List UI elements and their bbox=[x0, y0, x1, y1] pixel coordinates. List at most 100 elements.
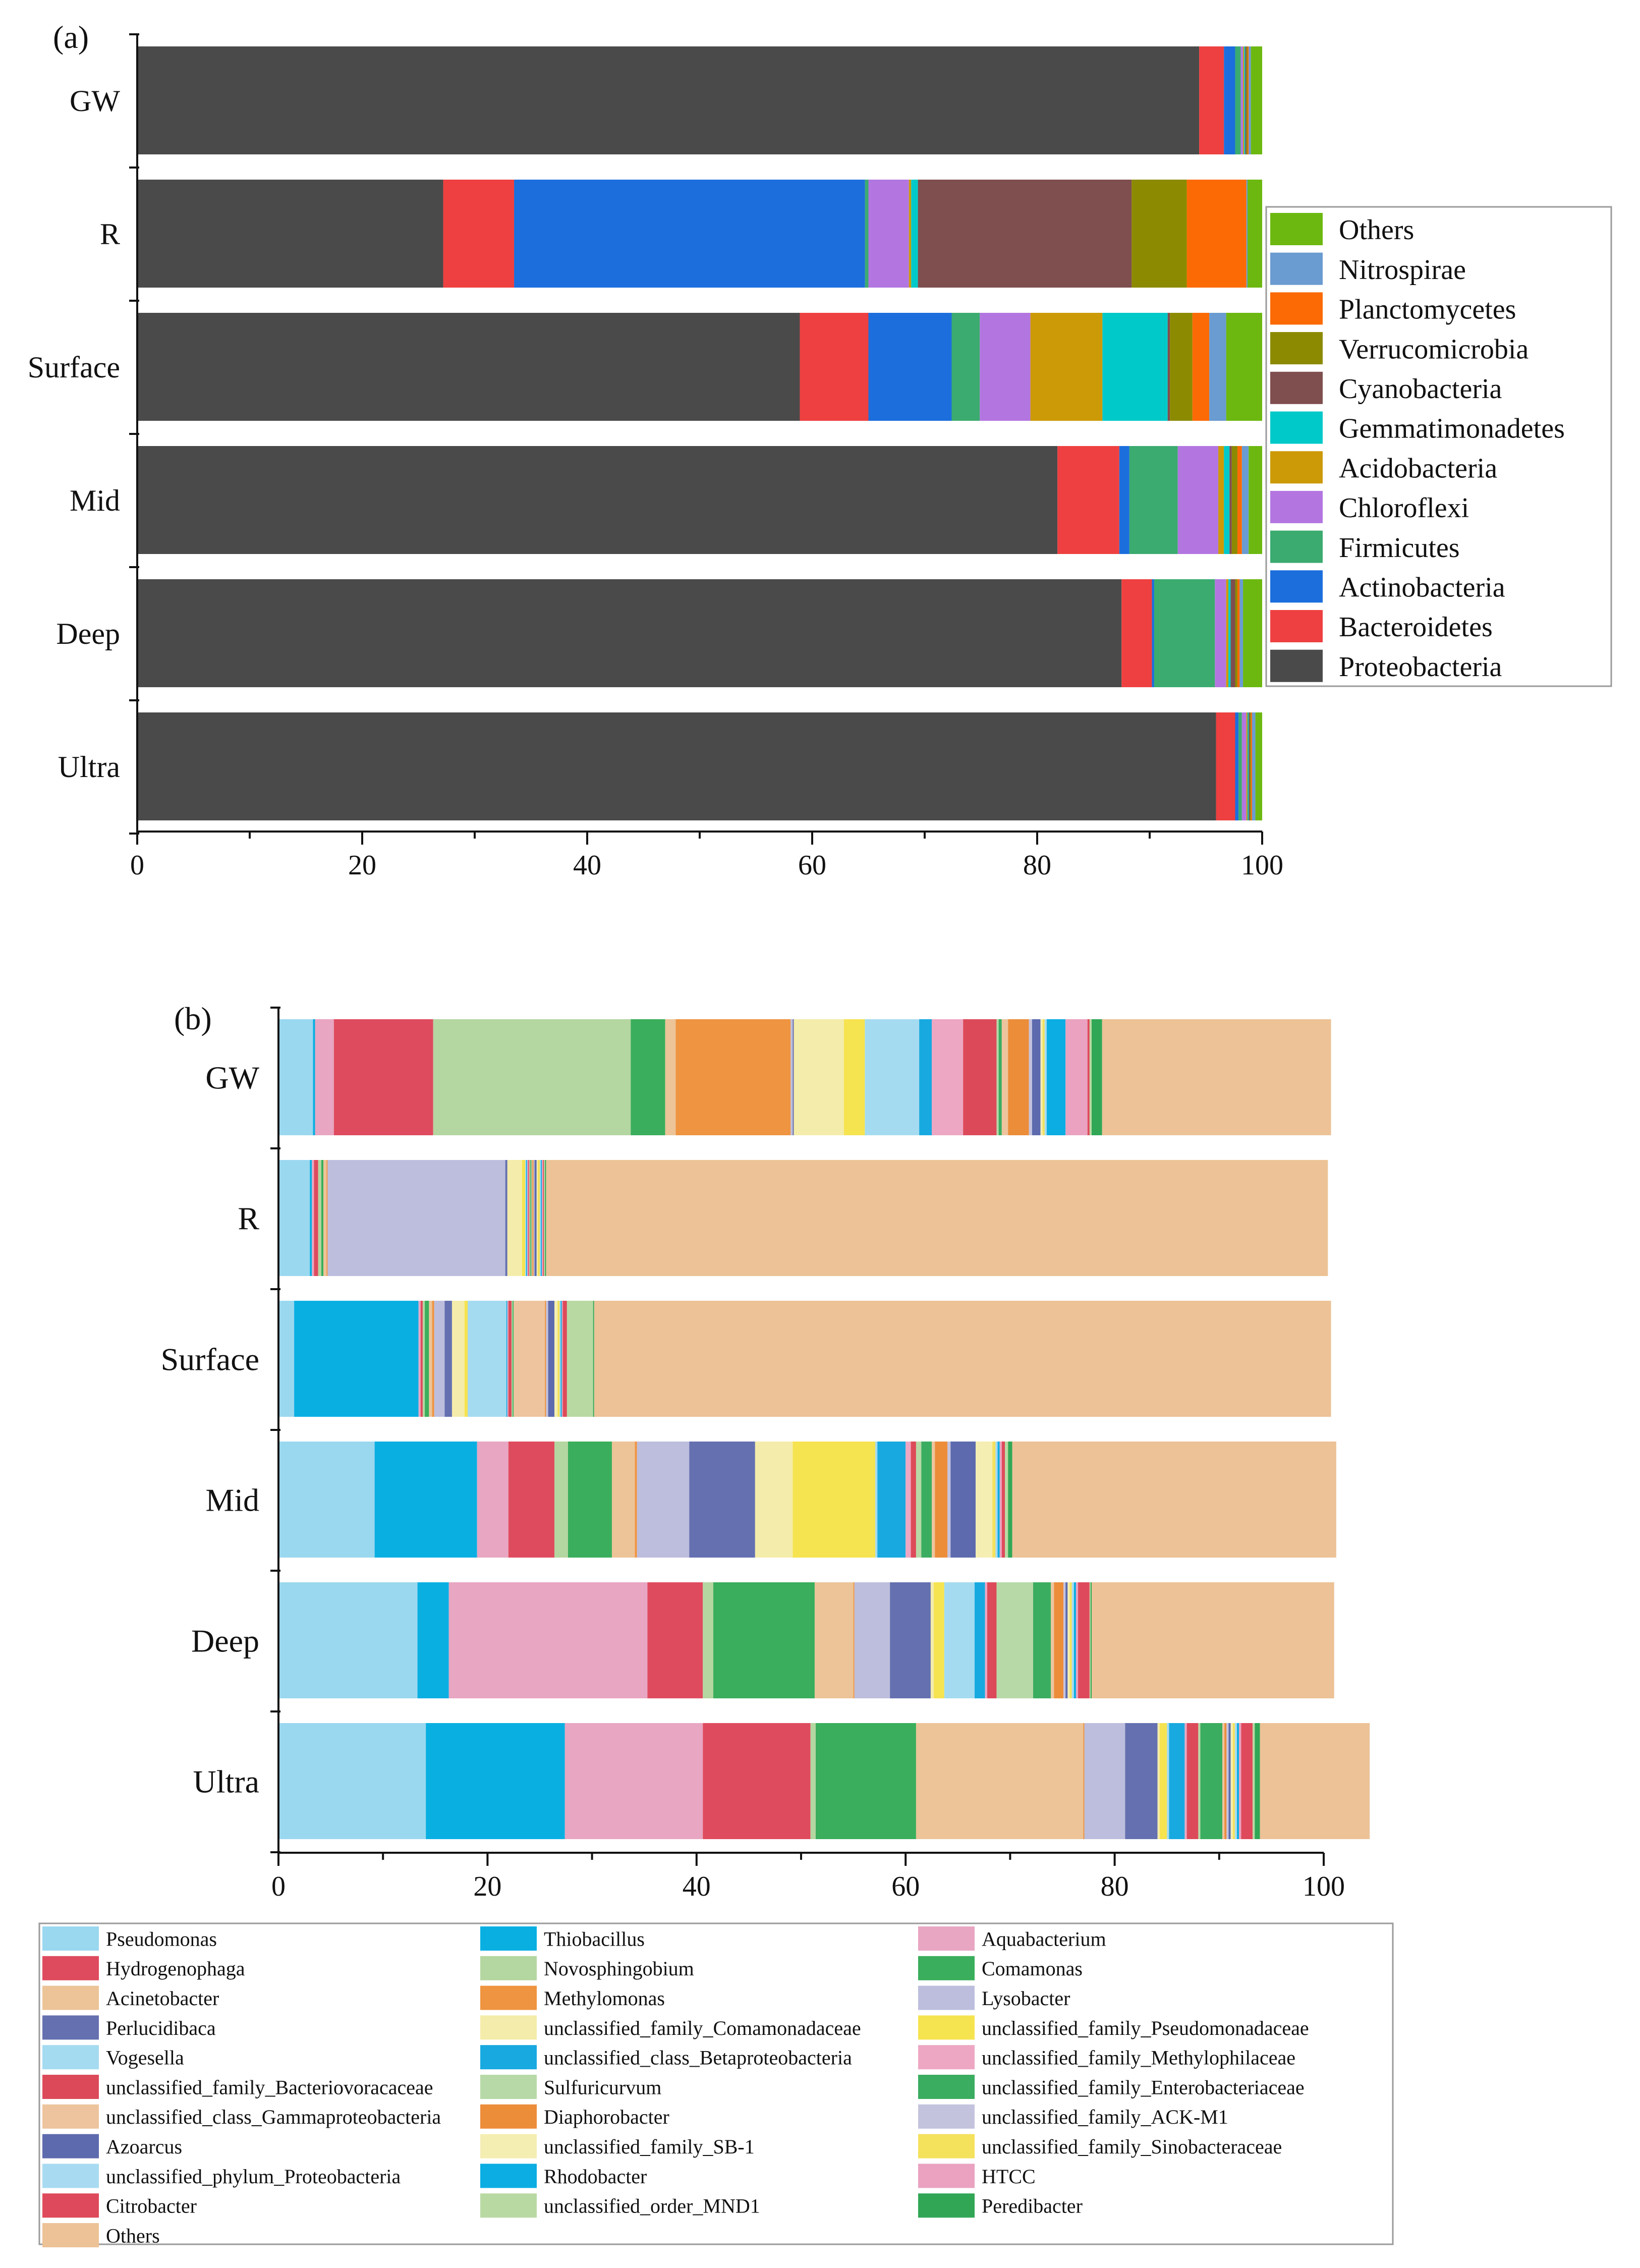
chart-1-bar-deep-unclassified-family-pseudomonadaceae bbox=[934, 1582, 944, 1698]
chart-0-legend-swatch-proteobacteria bbox=[1270, 649, 1323, 682]
chart-1-legend-swatch-hydrogenophaga bbox=[42, 1956, 99, 1980]
chart-1-legend-swatch-unclassified-family-methylophilaceae bbox=[918, 2045, 975, 2070]
chart-0-legend-swatch-acidobacteria bbox=[1270, 451, 1323, 484]
chart-1-bar-deep-unclassified-class-gammaproteobacteria bbox=[1051, 1582, 1054, 1698]
chart-1-bar-mid-unclassified-family-sinobacteraceae bbox=[992, 1442, 996, 1558]
chart-0-category-label-deep: Deep bbox=[56, 617, 120, 650]
chart-1-bar-surface-unclassified-family-methylophilaceae bbox=[507, 1301, 508, 1417]
chart-0-bar-mid-firmicutes bbox=[1129, 446, 1178, 554]
chart-0-legend-label-bacteroidetes: Bacteroidetes bbox=[1339, 612, 1493, 643]
chart-0-legend-label-others: Others bbox=[1339, 214, 1414, 246]
chart-1-bar-mid-unclassified-family-sb-1 bbox=[976, 1442, 993, 1558]
chart-1-bar-ultra-unclassified-family-methylophilaceae bbox=[1184, 1723, 1187, 1839]
chart-1-bar-r-unclassified-family-sinobacteraceae bbox=[537, 1160, 540, 1276]
chart-0-bar-gw-nitrospirae bbox=[1249, 46, 1251, 154]
chart-1-bar-r-lysobacter bbox=[327, 1160, 505, 1276]
chart-0-bar-mid-chloroflexi bbox=[1177, 446, 1219, 554]
chart-1-bar-r-sulfuricurvum bbox=[529, 1160, 531, 1276]
chart-1-bar-gw-peredibacter bbox=[1092, 1019, 1102, 1135]
chart-0-legend-swatch-bacteroidetes bbox=[1270, 610, 1323, 642]
chart-1-bar-mid-unclassified-family-ack-m1 bbox=[947, 1442, 951, 1558]
chart-1-bar-ultra-azoarcus bbox=[1228, 1723, 1231, 1839]
chart-1-bar-deep-acinetobacter bbox=[814, 1582, 854, 1698]
chart-1-bar-surface-unclassified-family-pseudomonadaceae bbox=[464, 1301, 468, 1417]
chart-1-bar-mid-perlucidibaca bbox=[689, 1442, 755, 1558]
chart-1-bar-r-rhodobacter bbox=[541, 1160, 542, 1276]
chart-1-bar-mid-methylomonas bbox=[635, 1442, 637, 1558]
chart-0-legend-swatch-firmicutes bbox=[1270, 530, 1323, 563]
chart-1-bar-mid-unclassified-class-betaproteobacteria bbox=[877, 1442, 906, 1558]
chart-1-legend-swatch-unclassified-order-mnd1 bbox=[480, 2193, 537, 2218]
chart-0-legend-swatch-gemmatimonadetes bbox=[1270, 411, 1323, 444]
chart-1-bar-ultra-novosphingobium bbox=[810, 1723, 816, 1839]
chart-1-bar-gw-acinetobacter bbox=[665, 1019, 676, 1135]
chart-1-bar-ultra-pseudomonas bbox=[278, 1723, 426, 1839]
chart-1-bar-mid-unclassified-family-methylophilaceae bbox=[906, 1442, 911, 1558]
chart-1-bar-ultra-unclassified-family-sinobacteraceae bbox=[1232, 1723, 1235, 1839]
chart-0-bar-ultra-planctomycetes bbox=[1251, 712, 1252, 820]
chart-1-legend-label-diaphorobacter: Diaphorobacter bbox=[544, 2106, 669, 2128]
chart-1-bar-ultra-peredibacter bbox=[1255, 1723, 1260, 1839]
chart-1-bar-r-hydrogenophaga bbox=[314, 1160, 318, 1276]
chart-1-legend-swatch-pseudomonas bbox=[42, 1926, 99, 1951]
chart-1-bar-mid-lysobacter bbox=[637, 1442, 690, 1558]
chart-1-bar-r-unclassified-phylum-proteobacteria bbox=[540, 1160, 541, 1276]
chart-0-legend-label-planctomycetes: Planctomycetes bbox=[1339, 294, 1516, 325]
chart-1-legend-swatch-thiobacillus bbox=[480, 1926, 537, 1951]
chart-1-bar-r-unclassified-order-mnd1 bbox=[544, 1160, 545, 1276]
chart-0-bar-mid-cyanobacteria bbox=[1229, 446, 1232, 554]
chart-0-bar-mid-nitrospirae bbox=[1241, 446, 1249, 554]
chart-1-bar-r-comamonas bbox=[321, 1160, 324, 1276]
chart-1-bar-gw-unclassified-class-betaproteobacteria bbox=[919, 1019, 932, 1135]
chart-1-bar-surface-diaphorobacter bbox=[545, 1301, 546, 1417]
chart-0-legend-swatch-nitrospirae bbox=[1270, 252, 1323, 285]
chart-1-bar-r-unclassified-class-gammaproteobacteria bbox=[531, 1160, 533, 1276]
panel-a: (a) GW R Surface Mid Deep Ultra 0 20 40 60 80 100 O… bbox=[28, 19, 1612, 881]
chart-1-bar-ultra-unclassified-family-pseudomonadaceae bbox=[1159, 1723, 1167, 1839]
chart-0-bar-mid-acidobacteria bbox=[1218, 446, 1224, 554]
chart-1-legend-swatch-vogesella bbox=[42, 2045, 99, 2070]
chart-1-category-label-r: R bbox=[238, 1200, 259, 1236]
chart-0-bar-deep-others bbox=[1243, 579, 1262, 687]
chart-1-bar-deep-sulfuricurvum bbox=[996, 1582, 1033, 1698]
chart-1-legend-box bbox=[38, 1922, 1394, 2245]
chart-0-legend-swatch-verrucomicrobia bbox=[1270, 332, 1323, 365]
chart-0-bar-r-verrucomicrobia bbox=[1132, 180, 1187, 288]
chart-1-bar-gw-unclassified-family-bacteriovoracaceae bbox=[963, 1019, 997, 1135]
chart-0-legend-label-verrucomicrobia: Verrucomicrobia bbox=[1339, 334, 1529, 365]
chart-1-legend-swatch-unclassified-family-enterobacteriaceae bbox=[918, 2075, 975, 2099]
chart-0-bar-surface-nitrospirae bbox=[1209, 313, 1226, 421]
chart-1-legend-label-unclassified-family-sinobacteraceae: unclassified_family_Sinobacteraceae bbox=[982, 2135, 1282, 2158]
chart-1-legend-label-htcc: HTCC bbox=[982, 2165, 1036, 2188]
chart-1-bar-gw-others bbox=[1102, 1019, 1331, 1135]
panel-b-bars bbox=[278, 1019, 1370, 1839]
chart-0-bar-r-firmicutes bbox=[865, 180, 869, 288]
chart-1-bar-gw-unclassified-family-comamonadaceae bbox=[794, 1019, 844, 1135]
chart-1-bar-r-unclassified-family-enterobacteriaceae bbox=[530, 1160, 532, 1276]
chart-1-legend-swatch-unclassified-phylum-proteobacteria bbox=[42, 2164, 99, 2188]
chart-1-bar-deep-vogesella bbox=[944, 1582, 975, 1698]
chart-0-bar-surface-cyanobacteria bbox=[1167, 313, 1170, 421]
chart-1-bar-deep-azoarcus bbox=[1065, 1582, 1068, 1698]
chart-1-legend-swatch-lysobacter bbox=[918, 1985, 975, 2010]
chart-0-bar-ultra-chloroflexi bbox=[1241, 712, 1247, 820]
chart-1-bar-mid-peredibacter bbox=[1008, 1442, 1012, 1558]
chart-1-bar-mid-azoarcus bbox=[950, 1442, 976, 1558]
chart-1-bar-r-htcc bbox=[542, 1160, 543, 1276]
chart-1-bar-deep-others bbox=[1092, 1582, 1334, 1698]
chart-1-bar-gw-unclassified-family-sb-1 bbox=[1040, 1019, 1043, 1135]
chart-1-bar-ultra-hydrogenophaga bbox=[703, 1723, 811, 1839]
chart-1-bar-ultra-aquabacterium bbox=[564, 1723, 703, 1839]
chart-1-legend-label-hydrogenophaga: Hydrogenophaga bbox=[106, 1957, 245, 1980]
chart-1-bar-ultra-rhodobacter bbox=[1237, 1723, 1239, 1839]
chart-0-bar-deep-chloroflexi bbox=[1215, 579, 1226, 687]
chart-0-bar-surface-proteobacteria bbox=[137, 313, 800, 421]
chart-1-bar-gw-sulfuricurvum bbox=[996, 1019, 999, 1135]
chart-1-bar-ultra-unclassified-order-mnd1 bbox=[1253, 1723, 1255, 1839]
chart-1-legend-swatch-diaphorobacter bbox=[480, 2104, 537, 2129]
chart-0-legend-swatch-actinobacteria bbox=[1270, 570, 1323, 603]
chart-1-bar-deep-novosphingobium bbox=[703, 1582, 713, 1698]
panel-a-axes: GW R Surface Mid Deep Ultra 0 20 40 60 80 100 bbox=[28, 33, 1283, 881]
chart-1-bar-ultra-comamonas bbox=[816, 1723, 916, 1839]
chart-1-bar-gw-perlucidibaca bbox=[793, 1019, 794, 1135]
